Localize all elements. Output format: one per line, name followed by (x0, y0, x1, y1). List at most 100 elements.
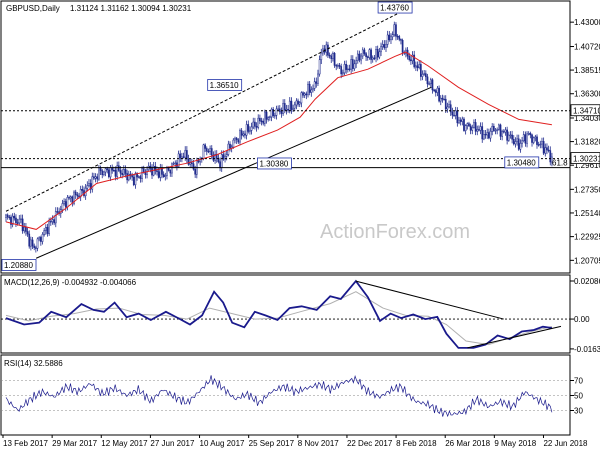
x-tick-label: 8 Feb 2018 (396, 439, 437, 448)
candle-body (504, 129, 507, 133)
candle-body (93, 176, 95, 179)
candle-body (333, 52, 336, 66)
candle-body (10, 216, 12, 225)
price-tick-label: 1.31820 (574, 138, 600, 147)
candle-body (23, 226, 26, 232)
candle-body (506, 129, 508, 141)
rsi-tick-label: 50 (574, 392, 583, 401)
candle-body (365, 53, 367, 58)
candle-body (250, 126, 253, 131)
candle-body (229, 143, 231, 149)
candle-body (539, 143, 542, 146)
annotation-label: 1.20880 (4, 261, 33, 270)
candle-body (302, 92, 304, 96)
candle-body (257, 117, 260, 128)
candle-body (511, 134, 513, 140)
candle-body (262, 120, 265, 124)
candle-body (446, 106, 449, 110)
candle-body (182, 156, 185, 158)
candle-body (76, 194, 79, 197)
level-price-label: 1.34710 (573, 107, 600, 116)
annotation-label: 1.30380 (259, 159, 288, 168)
candle-body (502, 131, 505, 133)
candle-body (268, 116, 271, 118)
candle-body (11, 215, 14, 225)
candle-body (192, 163, 195, 170)
candle-body (443, 98, 445, 101)
candle-body (179, 153, 182, 159)
candle-body (41, 234, 44, 242)
annotation-box (1, 259, 37, 271)
candle-body (66, 197, 69, 208)
candle-body (307, 83, 309, 96)
candle-body (499, 124, 502, 137)
candle-body (207, 150, 210, 153)
candle-body (512, 139, 515, 145)
candle-body (529, 133, 532, 136)
candle-body (546, 147, 548, 151)
x-tick-label: 9 May 2018 (494, 439, 536, 448)
price-tick-label: 1.27350 (574, 185, 600, 194)
candle-body (342, 72, 344, 75)
candle-body (78, 195, 80, 198)
candle-body (343, 64, 346, 74)
candle-body (300, 92, 303, 104)
candle-body (423, 73, 426, 75)
candle-body (225, 154, 228, 157)
price-trendline (35, 86, 432, 259)
candle-body (31, 239, 34, 247)
candle-body (318, 59, 321, 75)
candle-body (433, 89, 435, 92)
candle-body (537, 144, 540, 146)
candle-body (428, 83, 430, 85)
candle-body (303, 93, 306, 96)
candle-body (103, 171, 105, 175)
candle-body (36, 238, 39, 249)
candle-body (267, 117, 270, 120)
candle-body (214, 154, 216, 161)
candle-body (280, 111, 283, 114)
annotation-label: 1.43760 (380, 4, 409, 13)
candle-body (408, 55, 411, 60)
candle-body (486, 132, 489, 136)
candle-body (451, 111, 454, 116)
candle-body (358, 53, 361, 61)
candle-body (209, 148, 211, 152)
candle-body (328, 54, 331, 57)
candle-body (134, 173, 137, 186)
candle-body (436, 87, 439, 93)
candle-body (293, 104, 296, 109)
candle-body (181, 156, 183, 159)
candle-body (113, 169, 115, 172)
candle-body (197, 160, 200, 163)
candle-body (330, 55, 333, 59)
candle-body (488, 132, 490, 139)
candle-body (419, 64, 422, 77)
candle-body (282, 103, 284, 114)
level-price-box (570, 152, 600, 164)
rsi-panel-frame (0, 354, 571, 436)
candle-body (351, 59, 354, 69)
candle-body (325, 44, 328, 53)
candle-body (366, 56, 369, 58)
candle-body (340, 66, 343, 75)
candle-body (395, 24, 397, 37)
candle-body (283, 103, 286, 111)
candle-body (501, 131, 504, 137)
price-layer: 1.43000 1.40720 1.38515 1.36300 1.34030 1.318… (1, 1, 600, 271)
candle-body (350, 59, 353, 70)
candle-body (393, 24, 396, 35)
candle-body (245, 124, 248, 136)
candle-body (426, 76, 429, 85)
candle-body (217, 158, 220, 162)
candle-body (101, 170, 104, 175)
candle-body (172, 163, 175, 165)
candle-body (220, 154, 223, 169)
candle-body (361, 49, 364, 57)
price-tick-label: 1.29610 (574, 161, 600, 170)
ohlc-label: 1.31124 1.31162 1.30094 1.30231 (70, 4, 192, 13)
candle-body (260, 120, 263, 122)
candle-body (259, 117, 261, 122)
price-tick-label: 1.25140 (574, 209, 600, 218)
candle-body (234, 137, 236, 141)
